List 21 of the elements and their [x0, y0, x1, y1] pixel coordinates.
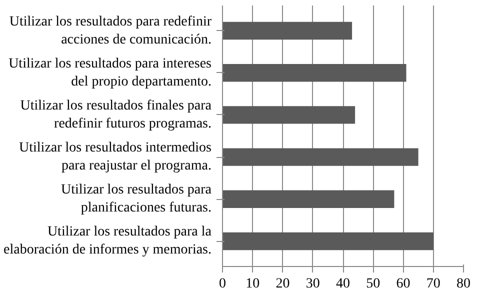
x-tick-label: 40 — [336, 276, 350, 292]
y-tick-label: Utilizar los resultados para la elaboración de informes y memorias. — [4, 224, 212, 258]
x-tick-label: 10 — [246, 276, 260, 292]
y-tick-label: Utilizar los resultados para redefinir acciones de comunicación. — [9, 14, 212, 48]
x-tick-label: 30 — [306, 276, 320, 292]
x-tick-label: 60 — [396, 276, 410, 292]
bar — [222, 22, 352, 40]
bar — [222, 190, 394, 208]
y-tick-label: Utilizar los resultados para planificaciones futuras. — [61, 182, 212, 216]
bar — [222, 106, 356, 124]
y-tick-label: Utilizar los resultados para intereses del propio departamento. — [8, 56, 212, 90]
y-tick-label: Utilizar los resultados intermedios para reajustar el programa. — [19, 140, 212, 174]
x-tick-label: 0 — [219, 276, 226, 292]
x-tick-label: 20 — [276, 276, 290, 292]
x-tick-label: 80 — [456, 276, 470, 292]
x-tick-label: 70 — [426, 276, 440, 292]
bar — [222, 148, 418, 166]
bar — [222, 64, 406, 82]
bar — [222, 232, 434, 250]
y-tick-label: Utilizar los resultados finales para redefinir futuros programas. — [20, 98, 212, 132]
x-tick-label: 50 — [366, 276, 380, 292]
